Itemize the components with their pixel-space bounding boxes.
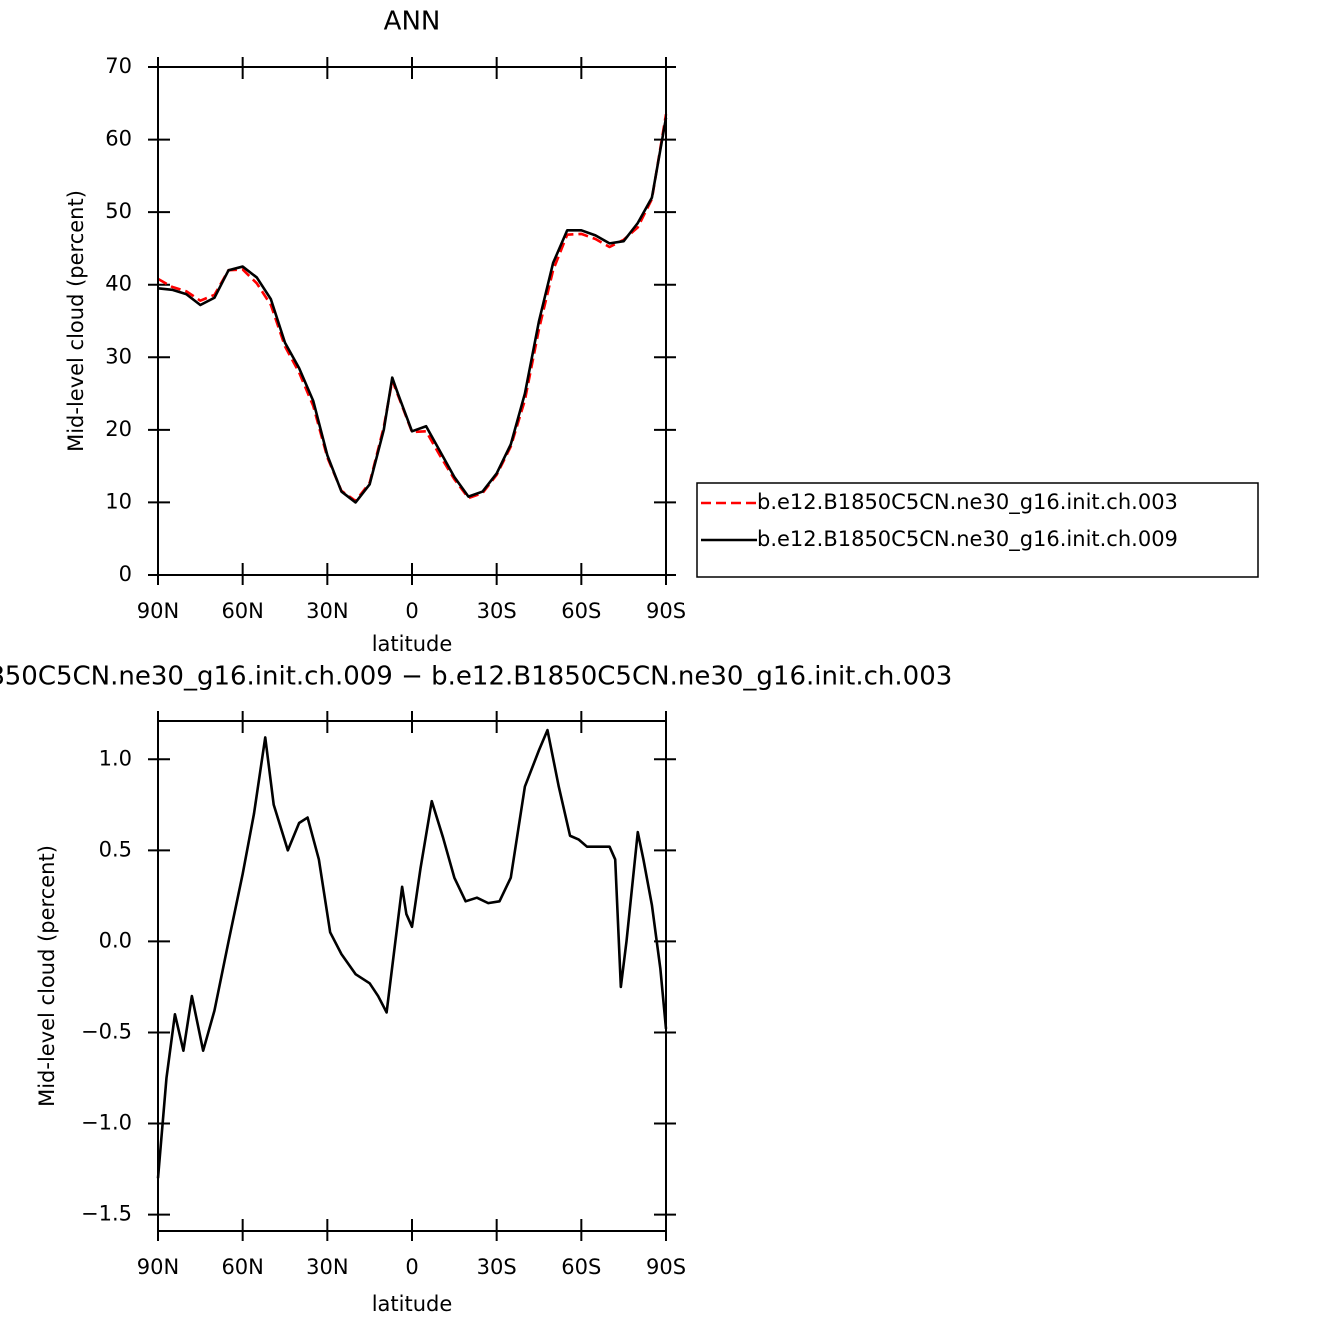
- x-tick-label: 0: [405, 1255, 418, 1279]
- y-tick-label: 20: [105, 417, 132, 441]
- x-tick-label: 60S: [561, 599, 601, 623]
- legend-box: [696, 482, 1259, 578]
- x-axis-label: latitude: [372, 632, 453, 656]
- y-tick-label: 40: [105, 272, 132, 296]
- y-tick-label: −0.5: [81, 1019, 132, 1043]
- x-tick-label: 30S: [477, 1255, 517, 1279]
- y-axis-label: Mid-level cloud (percent): [64, 190, 88, 452]
- legend-label: b.e12.B1850C5CN.ne30_g16.init.ch.009: [757, 527, 1178, 552]
- y-tick-label: 0: [119, 562, 132, 586]
- plot-frame: [157, 720, 667, 1232]
- x-tick-label: 60N: [221, 599, 263, 623]
- y-tick-label: 0.0: [99, 928, 132, 952]
- x-tick-label: 30N: [306, 599, 348, 623]
- x-tick-label: 60N: [221, 1255, 263, 1279]
- y-tick-label: 70: [105, 54, 132, 78]
- y-tick-label: 30: [105, 344, 132, 368]
- x-tick-label: 30N: [306, 1255, 348, 1279]
- y-tick-label: −1.0: [81, 1111, 132, 1135]
- x-tick-label: 90N: [137, 599, 179, 623]
- chart-title: ANN: [384, 7, 441, 37]
- data-line: [156, 728, 668, 1179]
- plot-frame: [157, 66, 667, 576]
- y-tick-label: −1.5: [81, 1202, 132, 1226]
- x-tick-label: 90S: [646, 1255, 686, 1279]
- y-tick-label: 1.0: [99, 746, 132, 770]
- y-tick-label: 0.5: [99, 837, 132, 861]
- chart-title: b.e12.B1850C5CN.ne30_g16.init.ch.009 − b…: [0, 662, 952, 692]
- x-tick-label: 60S: [561, 1255, 601, 1279]
- y-tick-label: 50: [105, 199, 132, 223]
- y-tick-label: 60: [105, 127, 132, 151]
- data-line: [157, 117, 668, 504]
- y-axis-label: Mid-level cloud (percent): [35, 845, 59, 1107]
- data-line: [157, 113, 668, 503]
- y-tick-label: 10: [105, 489, 132, 513]
- x-tick-label: 90S: [646, 599, 686, 623]
- x-tick-label: 90N: [137, 1255, 179, 1279]
- x-tick-label: 0: [405, 599, 418, 623]
- x-axis-label: latitude: [372, 1292, 453, 1316]
- legend-label: b.e12.B1850C5CN.ne30_g16.init.ch.003: [757, 490, 1178, 515]
- x-tick-label: 30S: [477, 599, 517, 623]
